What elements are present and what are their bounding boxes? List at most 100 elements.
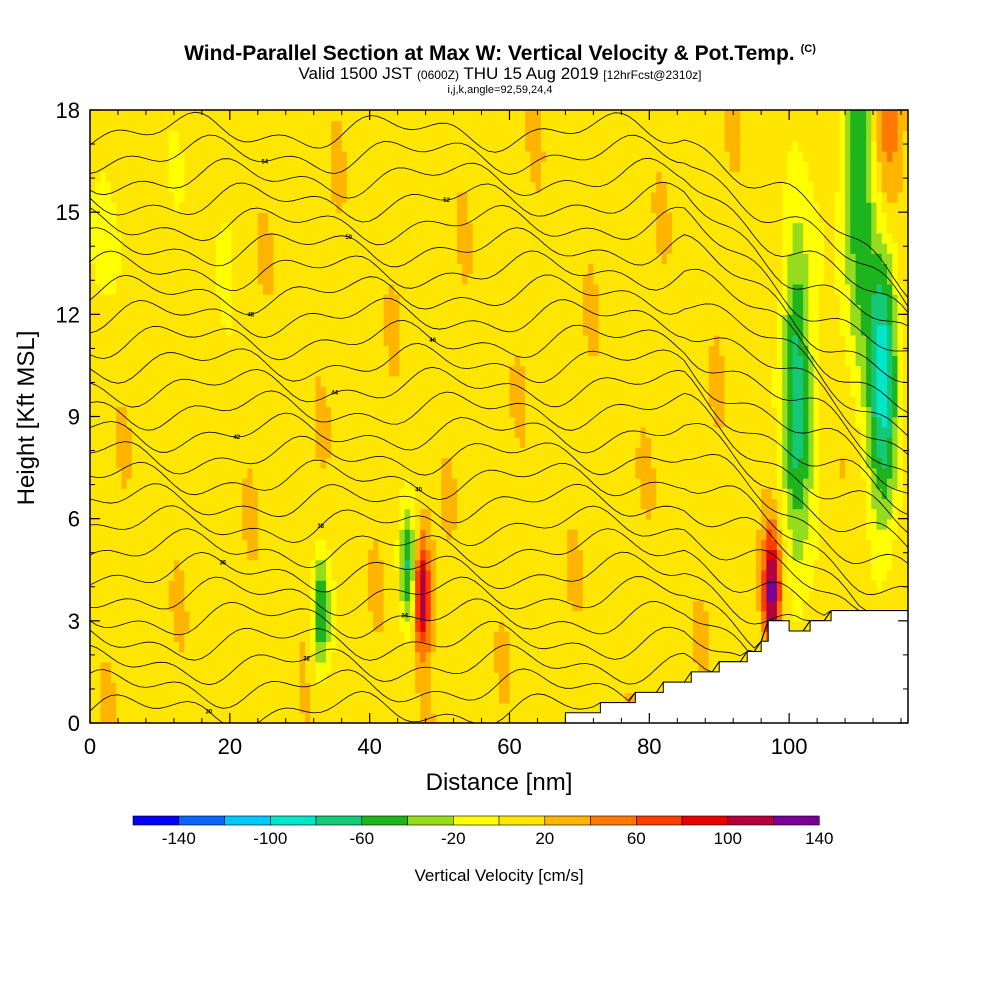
velocity-cell	[509, 539, 516, 551]
velocity-cell	[173, 385, 180, 397]
velocity-cell	[499, 232, 505, 244]
velocity-cell	[409, 365, 416, 377]
velocity-cell	[184, 457, 191, 469]
velocity-cell	[441, 324, 448, 336]
velocity-cell	[478, 150, 484, 162]
velocity-cell	[315, 590, 322, 602]
velocity-cell	[105, 477, 112, 489]
velocity-cell	[383, 365, 390, 377]
velocity-cell	[415, 253, 422, 264]
velocity-cell	[499, 661, 505, 673]
velocity-cell	[137, 559, 144, 571]
velocity-cell	[493, 539, 500, 551]
velocity-cell	[294, 518, 301, 530]
velocity-cell	[147, 385, 154, 397]
velocity-cell	[116, 549, 123, 561]
velocity-cell	[305, 161, 311, 173]
velocity-cell	[231, 150, 238, 162]
velocity-cell	[310, 365, 317, 377]
velocity-cell	[315, 631, 322, 642]
velocity-cell	[90, 559, 96, 571]
velocity-cell	[472, 140, 479, 152]
velocity-cell	[210, 140, 217, 152]
velocity-cell	[457, 263, 464, 275]
velocity-cell	[326, 110, 332, 121]
velocity-cell	[252, 610, 259, 622]
velocity-cell	[268, 273, 275, 285]
velocity-cell	[147, 293, 154, 305]
velocity-cell	[158, 518, 165, 530]
velocity-cell	[315, 253, 322, 264]
velocity-cell	[336, 610, 343, 622]
velocity-cell	[346, 682, 353, 694]
velocity-cell	[215, 334, 222, 346]
velocity-cell	[362, 436, 369, 448]
velocity-cell	[221, 181, 228, 193]
velocity-cell	[289, 610, 296, 622]
velocity-cell	[284, 324, 290, 336]
velocity-cell	[404, 324, 411, 336]
velocity-cell	[142, 518, 149, 530]
velocity-cell	[179, 396, 186, 408]
velocity-cell	[509, 569, 516, 581]
velocity-cell	[126, 263, 133, 275]
velocity-cell	[409, 559, 416, 571]
velocity-cell	[378, 549, 385, 561]
velocity-cell	[126, 283, 133, 295]
velocity-cell	[462, 253, 469, 264]
velocity-cell	[90, 712, 96, 723]
velocity-cell	[252, 651, 259, 663]
velocity-cell	[236, 253, 243, 264]
velocity-cell	[184, 569, 191, 581]
velocity-cell	[478, 140, 484, 152]
velocity-cell	[320, 661, 327, 673]
velocity-cell	[194, 498, 201, 510]
velocity-cell	[168, 569, 175, 581]
velocity-cell	[378, 253, 385, 264]
velocity-cell	[111, 559, 117, 571]
velocity-cell	[399, 488, 406, 499]
velocity-cell	[142, 242, 149, 254]
velocity-cell	[378, 345, 385, 356]
velocity-cell	[457, 150, 464, 162]
velocity-cell	[289, 120, 296, 132]
velocity-cell	[242, 447, 249, 459]
velocity-cell	[488, 365, 495, 377]
velocity-cell	[357, 682, 364, 694]
velocity-cell	[179, 549, 186, 561]
velocity-cell	[215, 508, 222, 520]
velocity-cell	[399, 253, 406, 264]
velocity-cell	[336, 436, 343, 448]
velocity-cell	[457, 702, 464, 714]
velocity-cell	[116, 447, 123, 459]
velocity-cell	[520, 396, 526, 408]
velocity-cell	[478, 508, 484, 520]
velocity-cell	[236, 590, 243, 602]
velocity-cell	[320, 559, 327, 571]
velocity-cell	[263, 385, 269, 397]
velocity-cell	[346, 345, 353, 356]
velocity-cell	[420, 253, 427, 264]
velocity-cell	[299, 590, 306, 602]
velocity-cell	[184, 161, 191, 173]
velocity-cell	[116, 140, 123, 152]
velocity-cell	[488, 314, 495, 326]
velocity-cell	[399, 120, 406, 132]
velocity-cell	[430, 436, 437, 448]
velocity-cell	[273, 682, 280, 694]
velocity-cell	[441, 436, 448, 448]
velocity-cell	[242, 631, 249, 642]
velocity-cell	[467, 334, 474, 346]
velocity-cell	[467, 283, 474, 295]
velocity-cell	[451, 406, 458, 418]
velocity-cell	[341, 426, 348, 438]
velocity-cell	[242, 416, 249, 428]
velocity-cell	[415, 273, 422, 285]
velocity-cell	[425, 161, 432, 173]
velocity-cell	[210, 385, 217, 397]
velocity-cell	[273, 345, 280, 356]
velocity-cell	[467, 375, 474, 387]
velocity-cell	[310, 610, 317, 622]
velocity-cell	[415, 385, 422, 397]
velocity-cell	[189, 293, 196, 305]
